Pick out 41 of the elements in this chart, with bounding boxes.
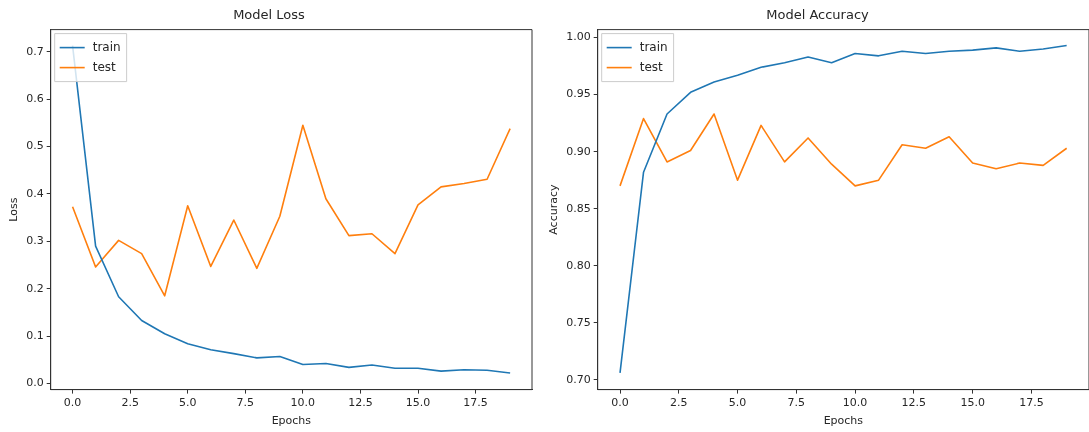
x-tick-label: 12.5 [901,396,927,410]
y-tick-label: 0.2 [26,281,44,295]
legend-label: train [92,39,121,54]
chart-title: Model Loss [233,7,306,23]
y-tick-label: 0.5 [26,139,44,153]
x-tick-label: 2.5 [670,396,688,410]
x-tick-label: 7.5 [787,396,806,410]
y-tick-label: 0.85 [566,201,591,215]
y-tick-label: 0.70 [566,372,591,386]
x-tick-label: 0.0 [611,396,629,410]
x-tick-label: 7.5 [236,396,255,410]
x-tick-label: 2.5 [121,396,139,410]
y-tick-label: 0.95 [566,87,591,101]
y-tick-label: 1.00 [566,30,591,44]
y-tick-label: 0.90 [566,144,591,158]
x-tick-label: 17.5 [463,396,488,410]
y-tick-label: 0.7 [26,44,44,58]
x-axis-title: Epochs [271,414,312,428]
x-tick-label: 10.0 [290,396,316,410]
x-tick-label: 5.0 [728,396,747,410]
x-axis-title: Epochs [823,414,864,428]
x-tick-label: 10.0 [842,396,868,410]
x-tick-label: 15.0 [960,396,985,410]
legend-label: train [639,39,668,54]
x-tick-label: 12.5 [348,396,373,410]
y-tick-label: 0.4 [26,186,44,200]
y-tick-label: 0.0 [26,376,44,390]
chart-title: Model Accuracy [766,7,870,23]
x-tick-label: 17.5 [1019,396,1044,410]
legend-label: test [639,59,664,74]
y-tick-label: 0.75 [566,315,591,329]
y-axis-title: Loss [7,197,21,222]
y-axis-title: Accuracy [547,184,561,235]
x-tick-label: 5.0 [178,396,197,410]
y-tick-label: 0.80 [566,258,591,272]
y-tick-label: 0.6 [26,92,44,106]
y-tick-label: 0.1 [26,328,44,342]
y-tick-label: 0.3 [26,234,44,248]
legend-label: test [92,59,117,74]
x-tick-label: 0.0 [63,396,82,410]
x-tick-label: 15.0 [405,396,431,410]
